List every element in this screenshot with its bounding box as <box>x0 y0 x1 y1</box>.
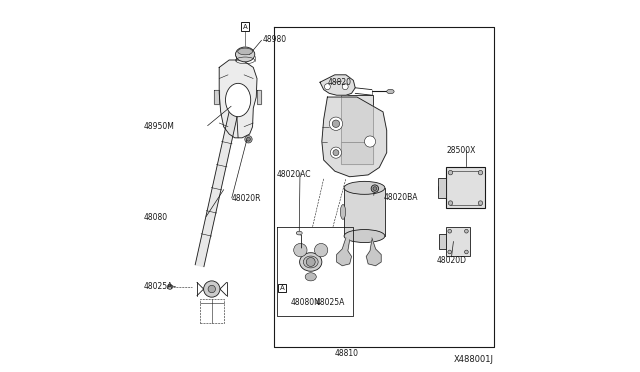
Ellipse shape <box>303 256 318 268</box>
Text: 48025A: 48025A <box>315 298 344 307</box>
Circle shape <box>478 201 483 205</box>
Ellipse shape <box>305 273 316 281</box>
Circle shape <box>465 250 468 254</box>
Text: 28500X: 28500X <box>446 146 476 155</box>
Circle shape <box>342 84 348 90</box>
Text: 48020D: 48020D <box>436 256 467 264</box>
Text: 48020BA: 48020BA <box>384 193 419 202</box>
Circle shape <box>448 170 452 175</box>
Circle shape <box>244 136 252 143</box>
Bar <box>446 227 470 256</box>
Circle shape <box>448 230 452 233</box>
Circle shape <box>208 285 216 293</box>
Circle shape <box>373 187 377 190</box>
Text: 48025A: 48025A <box>144 282 173 291</box>
Ellipse shape <box>344 230 385 243</box>
Ellipse shape <box>340 205 346 219</box>
Circle shape <box>314 243 328 257</box>
Text: 48820: 48820 <box>328 78 351 87</box>
Text: A: A <box>280 285 285 291</box>
Circle shape <box>364 136 376 147</box>
Bar <box>344 188 385 236</box>
Ellipse shape <box>296 231 302 235</box>
Circle shape <box>332 120 340 128</box>
Circle shape <box>330 147 342 158</box>
Polygon shape <box>337 238 351 266</box>
Text: 48020R: 48020R <box>232 195 261 203</box>
Text: A: A <box>243 24 248 30</box>
Polygon shape <box>219 60 257 138</box>
Polygon shape <box>257 90 262 105</box>
Ellipse shape <box>300 253 322 271</box>
Ellipse shape <box>344 182 385 194</box>
Ellipse shape <box>237 48 253 55</box>
Circle shape <box>204 281 220 297</box>
Ellipse shape <box>236 47 255 62</box>
Polygon shape <box>214 90 219 105</box>
Circle shape <box>371 185 378 192</box>
Text: 48080: 48080 <box>144 213 168 222</box>
Text: 48020AC: 48020AC <box>276 170 311 179</box>
Text: 48980: 48980 <box>262 35 287 44</box>
Circle shape <box>448 250 452 254</box>
Polygon shape <box>366 238 381 266</box>
Text: 48950M: 48950M <box>144 122 175 131</box>
Text: 48080N: 48080N <box>291 298 320 307</box>
Polygon shape <box>195 111 238 267</box>
Bar <box>446 167 485 208</box>
Circle shape <box>324 84 330 90</box>
Circle shape <box>478 170 483 175</box>
Circle shape <box>307 257 315 266</box>
Bar <box>439 234 446 249</box>
Bar <box>200 299 223 323</box>
Polygon shape <box>320 75 355 95</box>
Bar <box>342 95 373 141</box>
Bar <box>438 178 446 198</box>
Circle shape <box>246 137 250 141</box>
Text: X488001J: X488001J <box>454 355 494 364</box>
Circle shape <box>465 230 468 233</box>
Circle shape <box>333 150 339 155</box>
Polygon shape <box>322 97 387 177</box>
Circle shape <box>448 201 452 205</box>
Ellipse shape <box>387 89 394 94</box>
Circle shape <box>294 243 307 257</box>
Ellipse shape <box>225 83 251 117</box>
Circle shape <box>167 284 173 289</box>
Circle shape <box>329 117 342 131</box>
Polygon shape <box>342 141 373 164</box>
Text: 48810: 48810 <box>335 349 359 358</box>
